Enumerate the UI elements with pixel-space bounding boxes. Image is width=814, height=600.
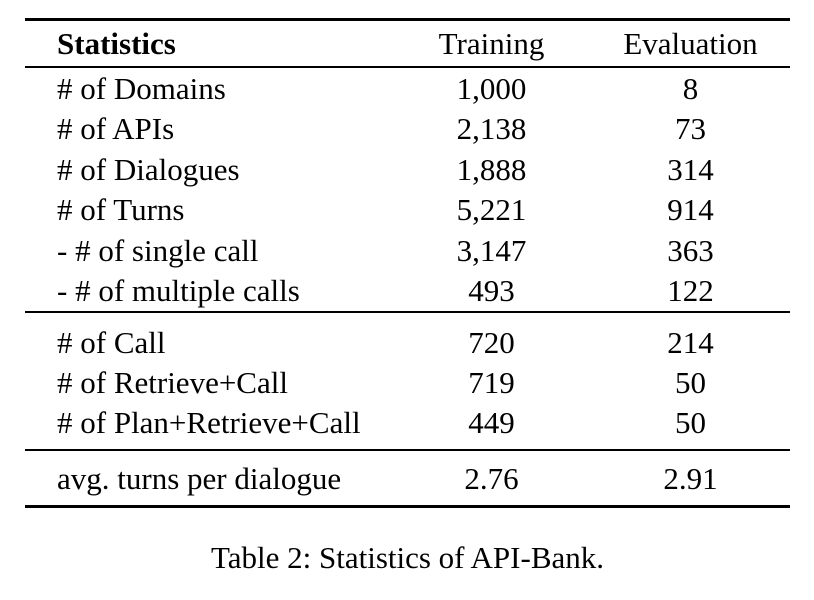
table-caption: Table 2: Statistics of API-Bank. [210, 540, 605, 575]
training-value-cell: 493 [468, 273, 515, 309]
table-row: # of Retrieve+Call 719 50 [25, 362, 790, 402]
evaluation-value-cell: 50 [675, 364, 706, 400]
row-label-cell: # of Dialogues [57, 151, 240, 187]
evaluation-value-cell: 2.91 [663, 460, 718, 496]
training-value-cell: 2.76 [464, 460, 519, 496]
row-label-cell: - # of multiple calls [57, 273, 300, 309]
row-label-cell: # of APIs [57, 111, 175, 147]
training-value-cell: 719 [468, 364, 515, 400]
table-section-averages: avg. turns per dialogue 2.76 2.91 [25, 450, 790, 507]
training-value-cell: 720 [468, 324, 515, 360]
row-label-cell: # of Plan+Retrieve+Call [57, 404, 361, 440]
row-label-cell: # of Call [57, 324, 166, 360]
training-value-cell: 1,888 [456, 151, 527, 187]
training-value-cell: 1,000 [456, 70, 527, 106]
table-section-call-types: # of Call 720 214 # of Retrieve+Call 719… [25, 312, 790, 450]
row-label-cell: # of Domains [57, 70, 226, 106]
column-header-evaluation: Evaluation [623, 26, 758, 61]
table-row: # of Dialogues 1,888 314 [25, 149, 790, 190]
training-value-cell: 3,147 [456, 232, 527, 268]
table-section-counts: # of Domains 1,000 8 # of APIs 2,138 73 … [25, 67, 790, 312]
training-value-cell: 2,138 [456, 111, 527, 147]
evaluation-value-cell: 50 [675, 404, 706, 440]
table-header-row: Statistics Training Evaluation [25, 20, 790, 67]
evaluation-value-cell: 363 [667, 232, 714, 268]
column-header-statistics: Statistics [57, 26, 176, 61]
row-label-cell: # of Turns [57, 192, 185, 228]
evaluation-value-cell: 73 [675, 111, 706, 147]
table-row: # of Turns 5,221 914 [25, 190, 790, 231]
table-row: # of Call 720 214 [25, 312, 790, 362]
table-row: - # of single call 3,147 363 [25, 230, 790, 271]
table-row: - # of multiple calls 493 122 [25, 271, 790, 313]
column-header-training: Training [438, 26, 545, 61]
evaluation-value-cell: 214 [667, 324, 714, 360]
table-row: # of Plan+Retrieve+Call 449 50 [25, 402, 790, 450]
evaluation-value-cell: 314 [667, 151, 714, 187]
row-label-cell: avg. turns per dialogue [57, 460, 342, 496]
evaluation-value-cell: 122 [667, 273, 714, 309]
table-row: avg. turns per dialogue 2.76 2.91 [25, 450, 790, 507]
table-row: # of APIs 2,138 73 [25, 109, 790, 150]
evaluation-value-cell: 8 [682, 70, 699, 106]
table-row: # of Domains 1,000 8 [25, 67, 790, 109]
table-container: Statistics Training Evaluation # of Doma… [25, 18, 790, 576]
statistics-table: Statistics Training Evaluation # of Doma… [25, 18, 790, 508]
row-label-cell: # of Retrieve+Call [57, 364, 288, 400]
evaluation-value-cell: 914 [667, 192, 714, 228]
training-value-cell: 449 [468, 404, 515, 440]
training-value-cell: 5,221 [456, 192, 527, 228]
row-label-cell: - # of single call [57, 232, 259, 268]
